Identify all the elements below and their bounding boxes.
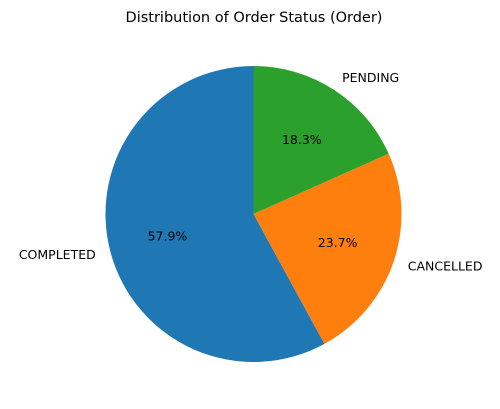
- pie-slices: [105, 66, 402, 363]
- slice-label-pending: PENDING: [342, 70, 399, 85]
- pie-slice-pending: [253, 66, 389, 214]
- slice-label-cancelled: CANCELLED: [408, 259, 483, 274]
- slice-percent-pending: 18.3%: [282, 132, 322, 147]
- pie-labels: COMPLETED 57.9% CANCELLED 23.7% PENDING 18.3%: [19, 70, 483, 274]
- pie-slice-completed: [105, 66, 325, 363]
- slice-percent-completed: 57.9%: [148, 228, 188, 243]
- slice-label-completed: COMPLETED: [19, 247, 96, 262]
- slice-percent-cancelled: 23.7%: [318, 235, 358, 250]
- pie-slice-cancelled: [253, 153, 402, 344]
- chart-title: Distribution of Order Status (Order): [126, 10, 383, 26]
